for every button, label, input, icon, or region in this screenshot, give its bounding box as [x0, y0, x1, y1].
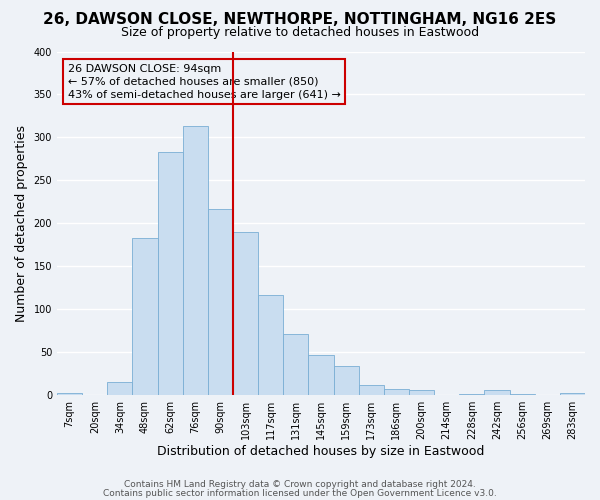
- Y-axis label: Number of detached properties: Number of detached properties: [15, 124, 28, 322]
- Bar: [308, 355, 334, 395]
- Bar: [158, 152, 183, 394]
- Bar: [359, 386, 384, 394]
- Text: Size of property relative to detached houses in Eastwood: Size of property relative to detached ho…: [121, 26, 479, 39]
- Bar: [57, 393, 82, 394]
- Bar: [334, 366, 359, 394]
- Bar: [258, 295, 283, 394]
- Bar: [208, 208, 233, 394]
- Bar: [409, 390, 434, 394]
- Bar: [484, 390, 509, 394]
- Text: 26 DAWSON CLOSE: 94sqm
← 57% of detached houses are smaller (850)
43% of semi-de: 26 DAWSON CLOSE: 94sqm ← 57% of detached…: [68, 64, 340, 100]
- Bar: [133, 238, 158, 394]
- Text: 26, DAWSON CLOSE, NEWTHORPE, NOTTINGHAM, NG16 2ES: 26, DAWSON CLOSE, NEWTHORPE, NOTTINGHAM,…: [43, 12, 557, 28]
- Bar: [283, 334, 308, 394]
- Bar: [183, 126, 208, 394]
- Text: Contains public sector information licensed under the Open Government Licence v3: Contains public sector information licen…: [103, 490, 497, 498]
- Bar: [233, 232, 258, 394]
- Bar: [107, 382, 133, 394]
- Bar: [384, 388, 409, 394]
- Bar: [560, 393, 585, 394]
- Text: Contains HM Land Registry data © Crown copyright and database right 2024.: Contains HM Land Registry data © Crown c…: [124, 480, 476, 489]
- X-axis label: Distribution of detached houses by size in Eastwood: Distribution of detached houses by size …: [157, 444, 485, 458]
